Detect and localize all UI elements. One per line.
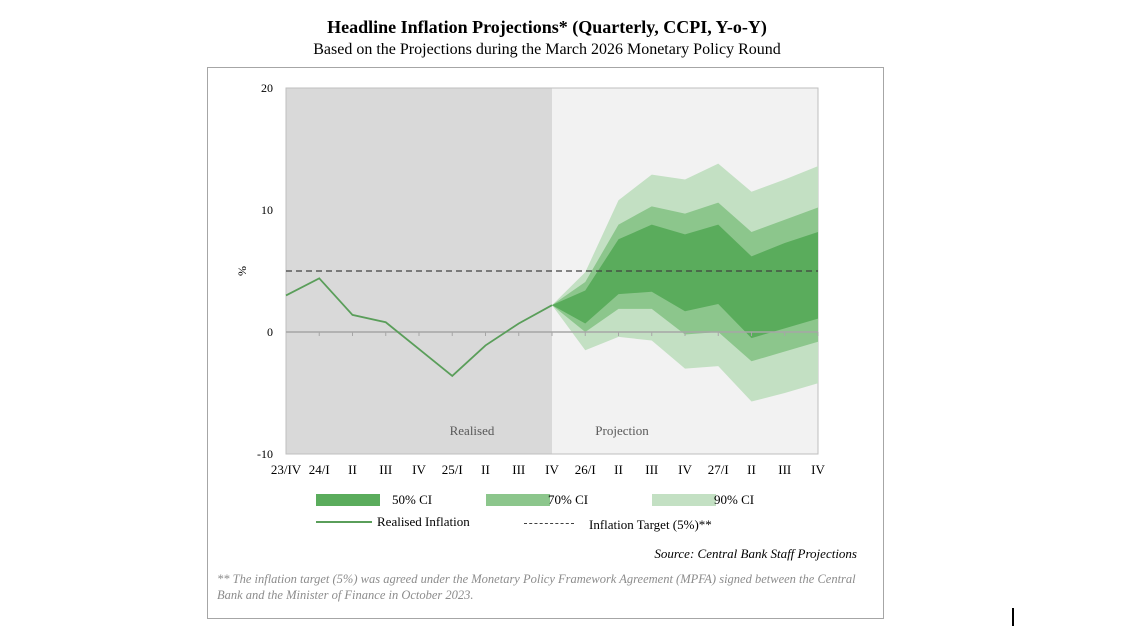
y-tick-label: 10	[261, 203, 273, 217]
band-50-ci	[552, 224, 818, 339]
x-tick-label: II	[747, 462, 756, 477]
x-tick-label: III	[645, 462, 658, 477]
x-tick-label: 24/I	[309, 462, 330, 477]
x-tick-label: IV	[678, 462, 692, 477]
legend-label-90: 90% CI	[714, 492, 755, 507]
legend-line-realised	[316, 521, 372, 523]
legend-label-50: 50% CI	[392, 492, 433, 507]
y-tick-label: 0	[267, 325, 273, 339]
legend-label-realised: Realised Inflation	[377, 514, 470, 529]
legend-swatch-50	[316, 494, 380, 506]
y-tick-label: 20	[261, 81, 273, 95]
region-label-projection: Projection	[595, 423, 649, 438]
region-label-realised: Realised	[450, 423, 495, 438]
legend-label-target: Inflation Target (5%)**	[589, 517, 712, 532]
x-tick-label: 27/I	[708, 462, 729, 477]
legend-swatch-90	[652, 494, 716, 506]
text-cursor	[1012, 608, 1014, 626]
x-tick-label: II	[614, 462, 623, 477]
chart-title: Headline Inflation Projections* (Quarter…	[327, 17, 767, 37]
x-tick-label: 23/IV	[271, 462, 302, 477]
x-tick-label: III	[778, 462, 791, 477]
chart-subtitle: Based on the Projections during the Marc…	[313, 41, 781, 58]
x-tick-label: 26/I	[575, 462, 596, 477]
x-tick-label: III	[379, 462, 392, 477]
x-tick-label: II	[481, 462, 490, 477]
x-tick-label: 25/I	[442, 462, 463, 477]
chart-frame	[207, 67, 884, 619]
x-tick-label: III	[512, 462, 525, 477]
legend-label-70: 70% CI	[548, 492, 589, 507]
footnote: ** The inflation target (5%) was agreed …	[217, 572, 856, 602]
legend-swatch-70	[486, 494, 550, 506]
x-tick-label: IV	[545, 462, 559, 477]
legend-line-target	[524, 523, 574, 524]
x-tick-label: II	[348, 462, 357, 477]
y-tick-label: -10	[257, 447, 273, 461]
y-axis-label: %	[235, 266, 249, 276]
source-note: Source: Central Bank Staff Projections	[654, 546, 857, 561]
x-tick-label: IV	[811, 462, 825, 477]
x-tick-label: IV	[412, 462, 426, 477]
